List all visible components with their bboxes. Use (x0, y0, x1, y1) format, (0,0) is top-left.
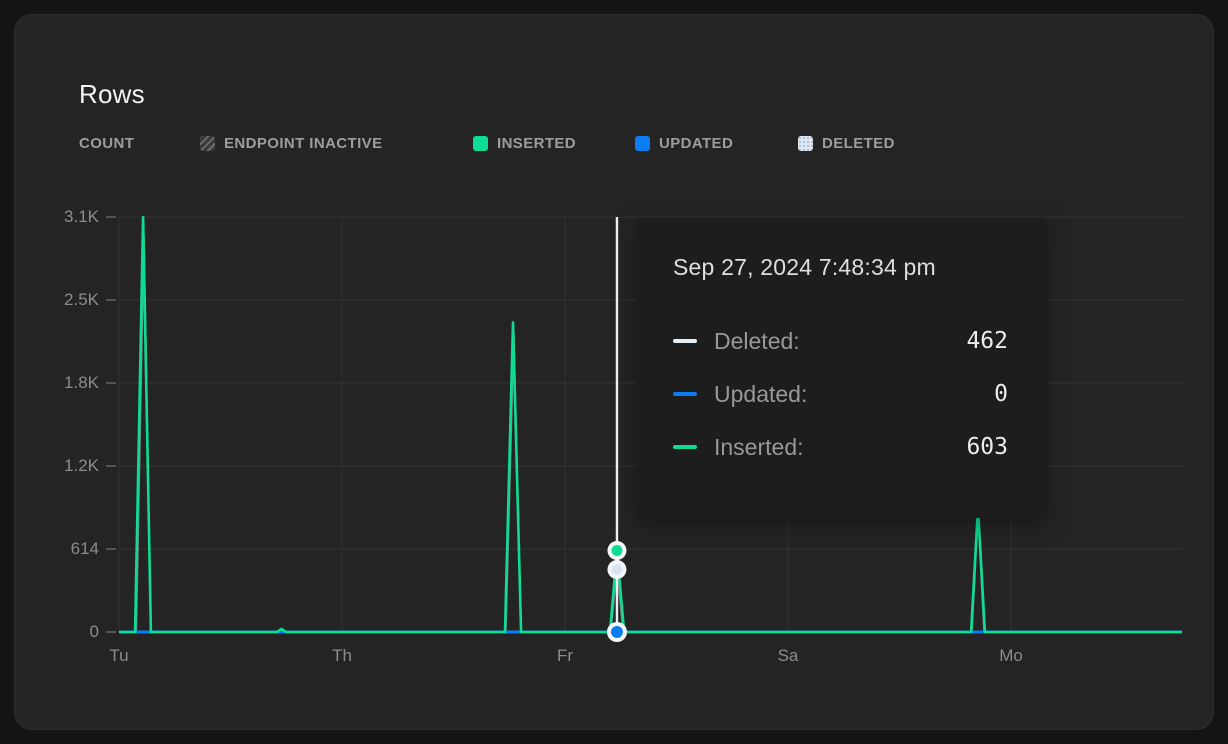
updated-swatch-icon (635, 135, 650, 151)
tooltip-row-inserted: Inserted: 603 (673, 432, 1008, 462)
y-axis-ticks (106, 216, 116, 633)
y-tick-label: 3.1K (64, 207, 99, 226)
deleted-swatch-icon (798, 135, 813, 151)
card-title: Rows (79, 79, 145, 109)
tooltip-timestamp: Sep 27, 2024 7:48:34 pm (673, 254, 936, 280)
legend-item-label: DELETED (822, 134, 895, 152)
y-tick-label: 614 (70, 539, 99, 558)
tooltip-label: Deleted: (714, 327, 800, 354)
hover-point-inserted (607, 541, 627, 560)
legend-item-label: ENDPOINT INACTIVE (224, 134, 383, 152)
x-tick-label: Mo (999, 646, 1023, 665)
chart-legend: COUNT ENDPOINT INACTIVE INSERTED UPDATED… (15, 133, 1213, 153)
y-tick-label: 2.5K (64, 290, 99, 309)
legend-item-inserted[interactable]: INSERTED (473, 133, 576, 153)
tooltip-row-deleted: Deleted: 462 (673, 326, 1008, 356)
legend-item-updated[interactable]: UPDATED (635, 133, 733, 153)
legend-item-endpoint-inactive[interactable]: ENDPOINT INACTIVE (200, 133, 382, 153)
rows-chart-card: Rows COUNT ENDPOINT INACTIVE INSERTED UP… (14, 14, 1214, 730)
inserted-dash-icon (673, 445, 697, 449)
tooltip-value: 603 (966, 434, 1008, 460)
inserted-line (119, 215, 1182, 634)
legend-item-label: INSERTED (497, 134, 577, 152)
legend-item-label: UPDATED (659, 134, 734, 152)
y-tick-label: 1.2K (64, 456, 99, 475)
tooltip-row-updated: Updated: 0 (673, 379, 1008, 409)
x-tick-label: Th (332, 646, 352, 665)
x-tick-label: Fr (556, 646, 574, 665)
endpoint-inactive-swatch-icon (200, 135, 215, 151)
legend-item-deleted[interactable]: DELETED (798, 133, 895, 153)
deleted-dash-icon (673, 339, 697, 343)
y-tick-label: 1.8K (64, 373, 99, 392)
updated-dash-icon (673, 392, 697, 396)
inserted-swatch-icon (473, 135, 488, 151)
hover-point-updated (606, 622, 627, 642)
y-tick-label: 0 (89, 622, 99, 641)
hover-point-deleted (607, 560, 627, 579)
tooltip-value: 0 (994, 381, 1008, 407)
tooltip-value: 462 (966, 328, 1008, 354)
tooltip-label: Updated: (714, 380, 808, 407)
x-tick-label: Sa (777, 646, 799, 665)
tooltip-label: Inserted: (714, 433, 804, 460)
metric-count-label: COUNT (79, 134, 135, 152)
x-tick-label: Tu (109, 646, 129, 665)
chart-tooltip: Sep 27, 2024 7:48:34 pm Deleted: 462 Upd… (637, 218, 1047, 518)
